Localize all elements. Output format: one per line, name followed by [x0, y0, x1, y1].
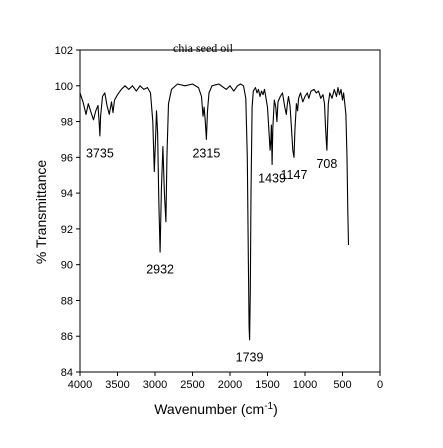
- x-tick-label: 3500: [105, 379, 129, 391]
- chart-title: chia seed oil: [173, 41, 234, 55]
- x-axis-title: Wavenumber (cm-1): [154, 401, 278, 417]
- peak-label: 1147: [281, 168, 308, 182]
- x-axis-title-main: Wavenumber (cm: [154, 401, 264, 417]
- x-tick-label: 2500: [180, 379, 204, 391]
- y-tick-label: 102: [55, 45, 73, 57]
- x-tick-label: 4000: [68, 379, 92, 391]
- y-tick-label: 86: [61, 331, 73, 343]
- x-tick-label: 0: [377, 379, 383, 391]
- x-axis-title-end: ): [273, 401, 278, 417]
- y-tick-label: 92: [61, 224, 73, 236]
- y-tick-label: 100: [55, 81, 73, 93]
- y-tick-label: 94: [61, 188, 73, 200]
- peak-label: 708: [316, 157, 337, 171]
- peak-label: 2932: [146, 263, 174, 277]
- x-axis-ticks: 4000 3500 3000 2500 2000 1500 1000 500 0: [68, 372, 383, 391]
- spectrum-line: [79, 83, 350, 341]
- peak-label: 1739: [236, 350, 264, 364]
- y-axis-ticks: 84 86 88 90 92 94 96 98 100 102: [55, 45, 80, 379]
- y-tick-label: 84: [61, 367, 73, 379]
- plot-frame: [79, 49, 381, 373]
- x-tick-label: 1500: [255, 379, 279, 391]
- y-tick-label: 88: [61, 295, 73, 307]
- peak-label: 3735: [86, 146, 114, 160]
- x-tick-label: 500: [333, 379, 351, 391]
- y-tick-label: 98: [61, 117, 73, 129]
- x-tick-label: 3000: [143, 379, 167, 391]
- y-axis-title: % Transmittance: [33, 160, 49, 264]
- y-tick-label: 96: [61, 152, 73, 164]
- x-axis-title-sup: -1: [264, 401, 273, 412]
- x-tick-label: 2000: [218, 379, 242, 391]
- y-tick-label: 90: [61, 260, 73, 272]
- peak-label: 1439: [258, 171, 286, 185]
- peak-label: 2315: [192, 146, 220, 160]
- x-tick-label: 1000: [293, 379, 317, 391]
